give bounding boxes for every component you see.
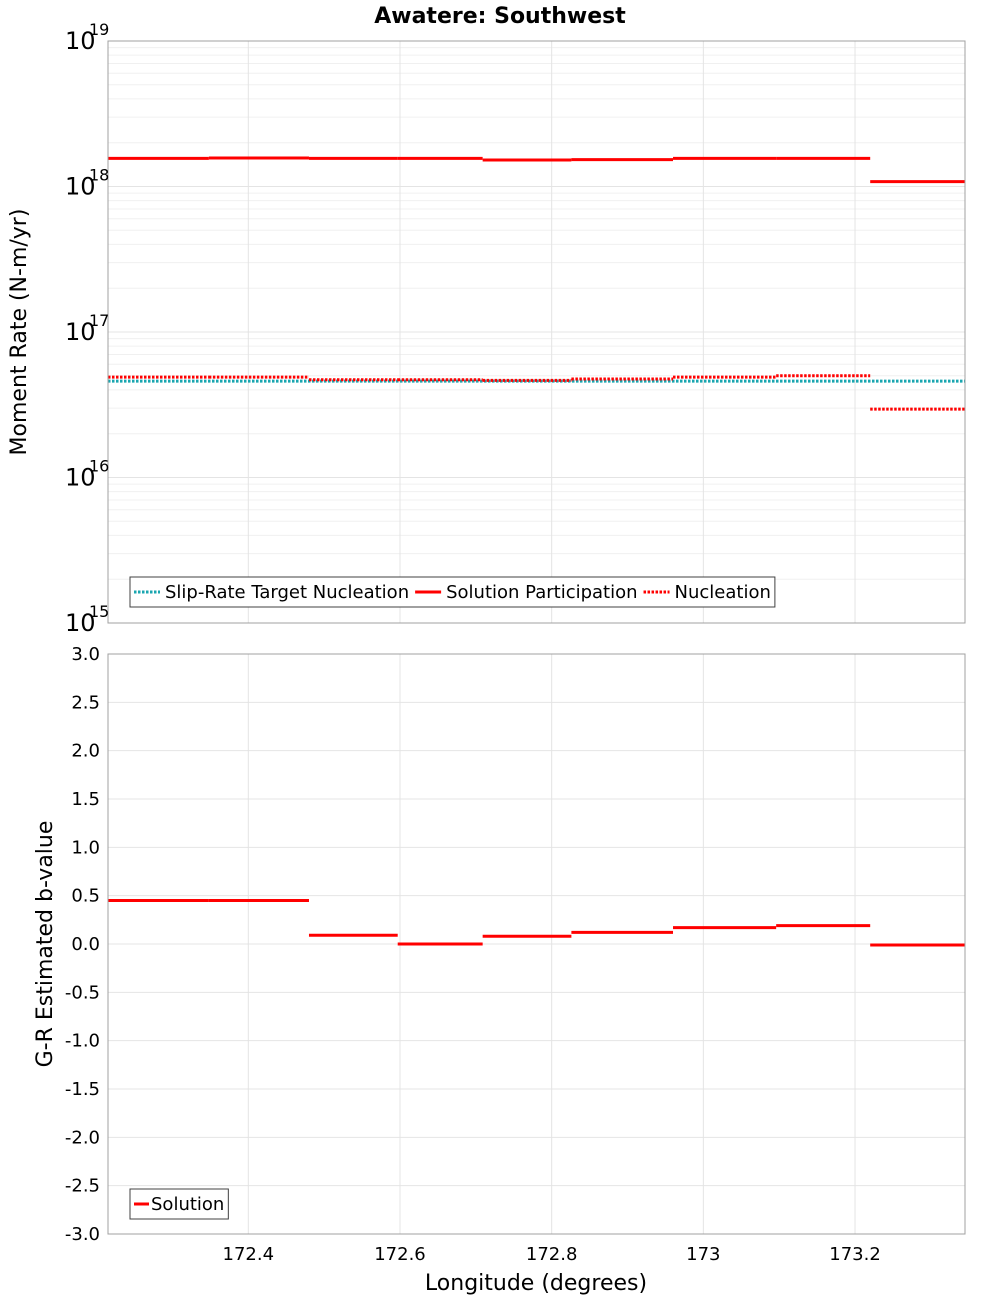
bottom-y-tick-labels: 3.0 2.5 2.0 1.5 1.0 0.5 0.0 -0.5 -1.0 -1.5 -2.0 -2.…	[65, 644, 100, 1245]
y-tick-label: -2.5	[65, 1176, 100, 1197]
top-y-axis-label: Moment Rate (N-m/yr)	[7, 209, 32, 456]
y-tick-label: 3.0	[71, 644, 100, 665]
y-tick-label: 0.0	[71, 934, 100, 955]
legend-label: Slip-Rate Target Nucleation	[165, 582, 409, 603]
y-tick-exponent: 16	[89, 457, 109, 476]
y-tick-base: 10	[65, 173, 96, 201]
top-panel-series	[108, 156, 965, 411]
legend-item-solution-participation: Solution Participation	[415, 582, 638, 603]
bottom-panel-series	[108, 899, 965, 947]
x-tick-labels: 172.4 172.6 172.8 173 173.2	[223, 1244, 881, 1265]
bottom-y-axis-label: G-R Estimated b-value	[33, 821, 58, 1068]
series-solution-participation	[108, 156, 965, 184]
legend-label: Nucleation	[675, 582, 771, 603]
y-tick-label: 1.0	[71, 837, 100, 858]
legend-label: Solution	[151, 1194, 224, 1215]
y-tick-label: -1.0	[65, 1031, 100, 1052]
y-tick-exponent: 17	[89, 311, 109, 330]
bottom-panel-grid	[108, 653, 965, 1235]
x-tick-label: 172.4	[223, 1244, 275, 1265]
y-tick-base: 10	[65, 318, 96, 346]
legend-item-nucleation: Nucleation	[643, 582, 771, 603]
y-tick-base: 10	[65, 609, 96, 637]
legend-item-solution: Solution	[134, 1194, 224, 1215]
x-tick-label: 173.2	[829, 1244, 881, 1265]
y-tick-base: 10	[65, 27, 96, 55]
y-tick-base: 10	[65, 464, 96, 492]
y-tick-label: -1.5	[65, 1079, 100, 1100]
y-tick-label: 2.5	[71, 692, 100, 713]
y-tick-label: 0.5	[71, 886, 100, 907]
chart-title: Awatere: Southwest	[374, 4, 626, 29]
legend-box	[129, 576, 776, 608]
bottom-legend: Solution	[129, 1188, 229, 1220]
top-legend: Slip-Rate Target Nucleation Solution Part…	[129, 576, 776, 608]
y-tick-label: -3.0	[65, 1224, 100, 1245]
x-tick-label: 172.6	[374, 1244, 426, 1265]
legend-box	[129, 1188, 229, 1220]
y-tick-exponent: 19	[89, 20, 109, 39]
series-nucleation	[108, 374, 965, 411]
y-tick-exponent: 15	[89, 602, 109, 621]
y-tick-label: 1.5	[71, 789, 100, 810]
series-solution	[108, 899, 965, 947]
top-plot-frame	[107, 40, 966, 624]
y-tick-label: -0.5	[65, 982, 100, 1003]
legend-item-slip-rate-target-nucleation: Slip-Rate Target Nucleation	[134, 582, 409, 603]
y-tick-label: -2.0	[65, 1127, 100, 1148]
x-axis-label: Longitude (degrees)	[425, 1271, 647, 1296]
legend-label: Solution Participation	[446, 582, 637, 603]
bottom-plot-frame	[107, 653, 966, 1235]
top-panel-grid	[108, 40, 965, 624]
y-tick-label: 2.0	[71, 741, 100, 762]
x-tick-label: 172.8	[526, 1244, 578, 1265]
y-tick-exponent: 18	[89, 166, 109, 185]
x-tick-label: 173	[686, 1244, 720, 1265]
